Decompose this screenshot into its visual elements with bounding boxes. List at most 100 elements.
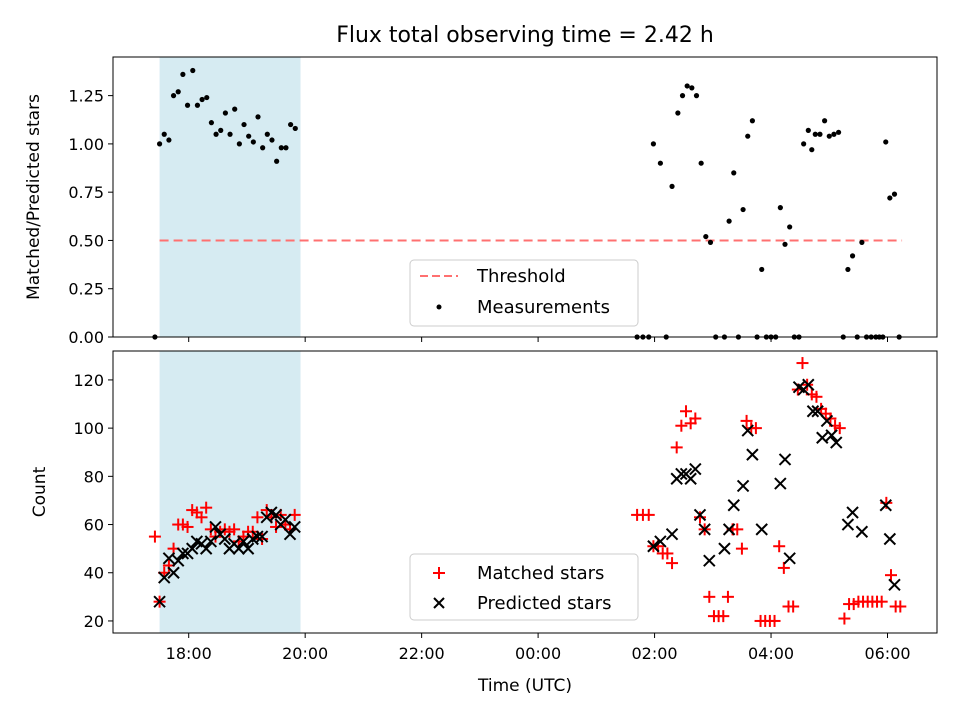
measurement-point (274, 158, 280, 164)
measurement-point (740, 206, 746, 213)
measurement-point (698, 160, 704, 166)
highlight-band (159, 351, 301, 633)
y-tick-label: 1.25 (68, 87, 104, 106)
predicted-star-point (802, 378, 815, 391)
x-stroke (647, 540, 660, 553)
predicted-star-point (237, 535, 250, 548)
x-stroke (153, 595, 166, 608)
predicted-star-point (806, 405, 820, 418)
legend-bottom: Matched stars Predicted stars (409, 553, 639, 621)
matched-star-point (148, 530, 161, 543)
measurement-point (241, 121, 247, 128)
x-tick-label: 18:00 (166, 644, 212, 663)
x-stroke (755, 523, 768, 536)
matched-star-point (717, 610, 730, 623)
measurement-point (236, 141, 242, 147)
matched-star-point (256, 533, 269, 545)
measurement-point (801, 141, 807, 147)
predicted-star-point (778, 453, 792, 466)
measurement-point (845, 266, 851, 273)
x-stroke (741, 424, 754, 437)
predicted-star-point (176, 547, 190, 560)
predicted-star-point (158, 571, 171, 584)
matched-star-point (768, 614, 781, 627)
predicted-star-point (722, 523, 736, 536)
predicted-star-point (841, 518, 855, 531)
predicted-star-point (830, 436, 843, 449)
x-tick-label: 06:00 (864, 644, 910, 663)
predicted-star-point (689, 462, 702, 476)
legend-matched-marker (433, 567, 445, 579)
predicted-star-point (888, 578, 901, 592)
x-stroke (232, 542, 245, 555)
x-stroke (199, 542, 213, 555)
legend-box (409, 259, 639, 327)
measurement-point (805, 127, 811, 133)
y-axis-ticks-top: 0.00 0.25 0.50 0.75 1.00 1.25 (68, 87, 113, 347)
predicted-star-point (820, 414, 834, 428)
x-tick-label: 00:00 (515, 644, 561, 663)
measurement-point (218, 127, 224, 133)
x-stroke (185, 542, 199, 555)
matched-star-point (894, 600, 907, 613)
x-stroke (816, 431, 829, 444)
x-stroke (654, 535, 667, 548)
y-tick-label: 100 (73, 419, 104, 438)
measurement-point (835, 129, 842, 135)
x-stroke (172, 554, 185, 567)
x-stroke (283, 527, 297, 541)
x-stroke (204, 535, 218, 548)
x-stroke (279, 513, 292, 526)
predicted-star-point (718, 542, 731, 555)
x-stroke (167, 566, 180, 579)
legend-measurements-label: Measurements (477, 297, 610, 318)
x-stroke (265, 506, 278, 519)
x-stroke (792, 380, 806, 394)
measurement-point (283, 145, 289, 151)
predicted-star-point (811, 405, 824, 418)
measurement-point (782, 241, 788, 247)
measurement-point (675, 110, 681, 116)
legend-box (409, 553, 639, 621)
matched-star-point (670, 441, 683, 454)
measurement-point (822, 118, 828, 124)
top-subplot: Flux total observing time = 2.42 h 0.000… (24, 23, 938, 347)
matched-star-point (703, 590, 716, 603)
x-stroke (825, 429, 838, 442)
predicted-star-point (654, 535, 667, 548)
measurement-point (232, 106, 238, 112)
predicted-star-point (172, 554, 185, 567)
x-stroke (841, 518, 855, 531)
x-stroke (802, 378, 815, 391)
predicted-star-point (647, 540, 660, 553)
predicted-star-point (232, 542, 245, 555)
measurement-point (812, 131, 818, 137)
legend-top: Threshold Measurements (409, 259, 639, 327)
predicted-star-point (883, 532, 897, 546)
measurement-point (777, 205, 783, 211)
measurement-point (817, 131, 823, 137)
measurement-point (859, 239, 865, 245)
matched-star-point (777, 561, 790, 574)
x-stroke (190, 535, 204, 548)
y-axis-label-top: Matched/Predicted stars (24, 94, 44, 300)
matched-star-point (680, 405, 693, 418)
measurement-point (849, 253, 856, 259)
legend-predicted-label: Predicted stars (477, 593, 611, 614)
measurement-point (269, 137, 275, 143)
x-stroke (820, 414, 834, 428)
measurement-point (194, 102, 201, 108)
predicted-star-point (162, 552, 176, 565)
legend-predicted-marker (433, 597, 445, 609)
measurement-point (707, 239, 714, 245)
predicted-star-point (755, 523, 768, 536)
legend-measurements-marker (436, 304, 442, 310)
measurement-point (190, 67, 196, 74)
measurement-point (669, 183, 675, 189)
matched-star-point (675, 419, 688, 432)
y-tick-label: 0.00 (68, 328, 104, 347)
chart-title: Flux total observing time = 2.42 h (336, 23, 714, 48)
predicted-star-point (825, 429, 838, 442)
predicted-star-point (255, 530, 269, 543)
measurement-point (204, 94, 210, 101)
